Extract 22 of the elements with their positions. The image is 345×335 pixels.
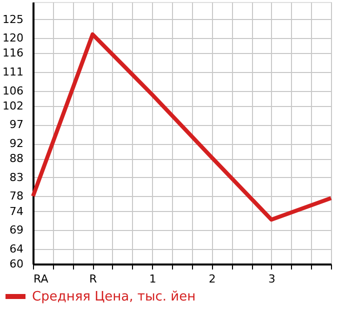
- y-tick-label: 64: [10, 242, 24, 256]
- y-tick-label: 83: [10, 170, 24, 184]
- y-tick-label: 97: [10, 118, 24, 132]
- legend-label: Средняя Цена, тыс. йен: [32, 290, 196, 304]
- y-tick-label: 125: [2, 12, 24, 26]
- x-tick-label: 1: [149, 272, 156, 286]
- y-tick-label: 74: [10, 204, 24, 218]
- y-tick-label: 92: [10, 137, 24, 150]
- x-tick-label: 2: [208, 272, 216, 286]
- y-tick-label: 116: [2, 46, 24, 60]
- y-tick-label: 120: [2, 32, 24, 45]
- x-tick-label: R: [89, 272, 98, 286]
- line-series: [31, 32, 333, 222]
- y-tick-label: 102: [2, 99, 24, 112]
- y-tick-label: 69: [10, 224, 24, 237]
- y-tick-label: 78: [10, 190, 24, 203]
- y-tick-label: 111: [2, 66, 24, 79]
- y-tick-label: 106: [2, 84, 24, 98]
- x-tick-label: RA: [34, 272, 49, 286]
- y-tick-label: 60: [10, 258, 24, 270]
- y-tick-label: 88: [10, 152, 24, 166]
- x-tick-label: 3: [268, 272, 276, 286]
